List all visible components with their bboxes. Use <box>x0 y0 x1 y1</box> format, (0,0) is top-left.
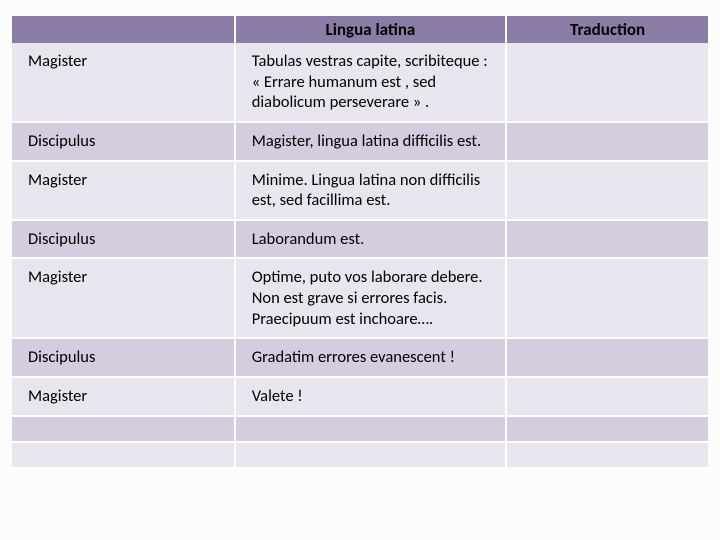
speaker-cell: Magister <box>12 258 235 338</box>
speaker-cell: Magister <box>12 377 235 416</box>
translation-cell <box>506 377 708 416</box>
latin-cell: Minime. Lingua latina non difficilis est… <box>235 161 506 220</box>
latin-cell <box>235 442 506 468</box>
translation-cell <box>506 220 708 259</box>
translation-cell <box>506 338 708 377</box>
latin-cell: Laborandum est. <box>235 220 506 259</box>
speaker-cell: Discipulus <box>12 122 235 161</box>
table-row <box>12 416 708 442</box>
header-latin: Lingua latina <box>235 16 506 43</box>
table-row: Discipulus Gradatim errores evanescent ! <box>12 338 708 377</box>
translation-cell <box>506 258 708 338</box>
speaker-cell: Magister <box>12 161 235 220</box>
table-row: Magister Minime. Lingua latina non diffi… <box>12 161 708 220</box>
speaker-cell <box>12 442 235 468</box>
speaker-cell: Magister <box>12 43 235 122</box>
dialogue-table: Lingua latina Traduction Magister Tabula… <box>12 16 708 469</box>
speaker-cell <box>12 416 235 442</box>
translation-cell <box>506 122 708 161</box>
header-translation: Traduction <box>506 16 708 43</box>
translation-cell <box>506 442 708 468</box>
latin-cell: Tabulas vestras capite, scribiteque : « … <box>235 43 506 122</box>
latin-cell <box>235 416 506 442</box>
latin-cell: Magister, lingua latina difficilis est. <box>235 122 506 161</box>
table-row <box>12 442 708 468</box>
table-row: Discipulus Laborandum est. <box>12 220 708 259</box>
translation-cell <box>506 43 708 122</box>
latin-cell: Optime, puto vos laborare debere. Non es… <box>235 258 506 338</box>
table-row: Discipulus Magister, lingua latina diffi… <box>12 122 708 161</box>
latin-cell: Gradatim errores evanescent ! <box>235 338 506 377</box>
header-row: Lingua latina Traduction <box>12 16 708 43</box>
table-row: Magister Optime, puto vos laborare deber… <box>12 258 708 338</box>
translation-cell <box>506 416 708 442</box>
table-row: Magister Tabulas vestras capite, scribit… <box>12 43 708 122</box>
latin-cell: Valete ! <box>235 377 506 416</box>
header-speaker <box>12 16 235 43</box>
speaker-cell: Discipulus <box>12 338 235 377</box>
translation-cell <box>506 161 708 220</box>
table-row: Magister Valete ! <box>12 377 708 416</box>
speaker-cell: Discipulus <box>12 220 235 259</box>
